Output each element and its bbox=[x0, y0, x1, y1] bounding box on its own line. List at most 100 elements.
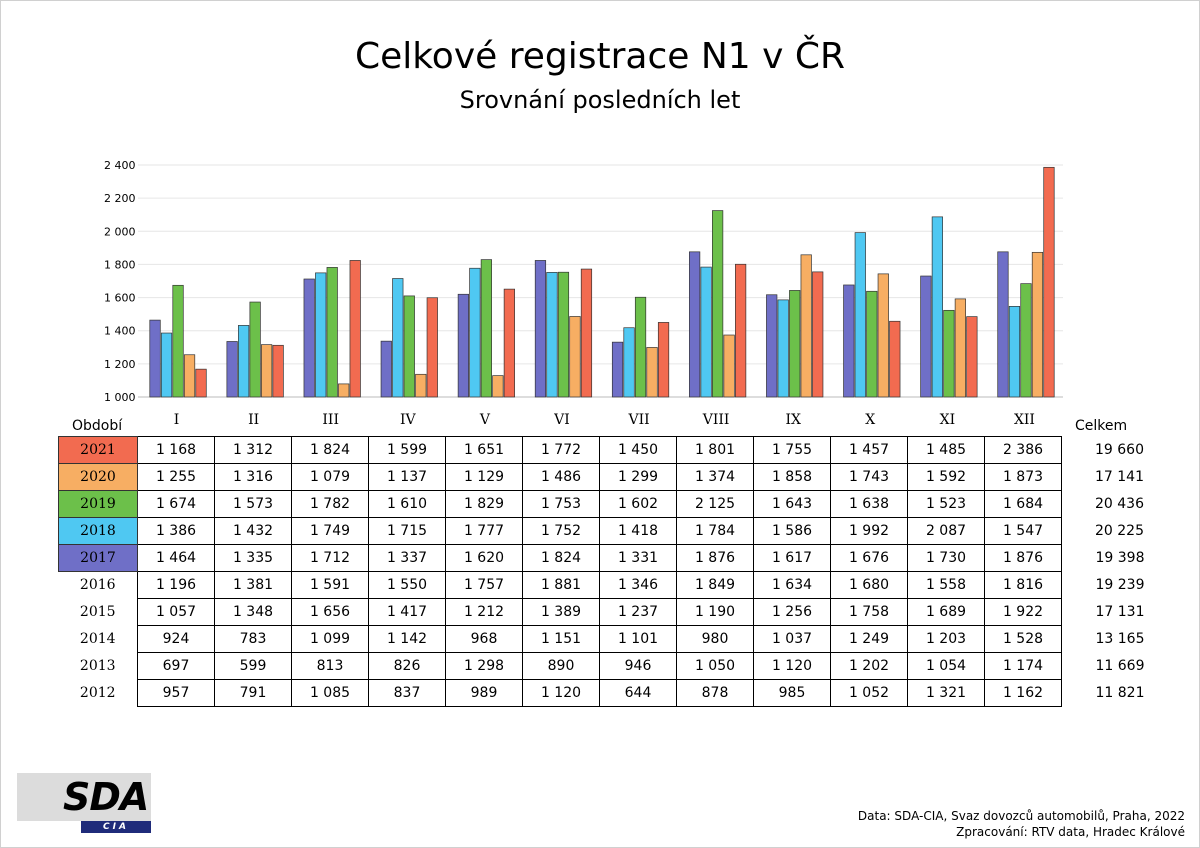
table-cell: 1 298 bbox=[445, 652, 523, 680]
table-row: 2013 697 599 813 826 1 298 890 946 1 050 1 120 1 2… bbox=[59, 652, 1151, 680]
bar-2017-X bbox=[843, 284, 855, 398]
bar-2019-I bbox=[172, 284, 184, 398]
table-cell: 599 bbox=[214, 652, 292, 680]
row-total: 17 141 bbox=[1095, 469, 1144, 485]
table-cell: 1 757 bbox=[445, 571, 523, 599]
table-cell: 1 120 bbox=[522, 679, 600, 707]
table-cell: 1 256 bbox=[753, 598, 831, 626]
table-cell: 1 550 bbox=[368, 571, 446, 599]
table-cell: 890 bbox=[522, 652, 600, 680]
bar-2017-I bbox=[149, 319, 161, 398]
x-tick-label: IV bbox=[400, 412, 417, 428]
table-cell: 1 758 bbox=[830, 598, 908, 626]
row-total: 11 821 bbox=[1095, 685, 1145, 701]
bar-2017-III bbox=[303, 278, 315, 398]
table-cell: 1 730 bbox=[907, 544, 985, 572]
table-cell: 1 634 bbox=[753, 571, 831, 599]
table-cell: 1 777 bbox=[445, 517, 523, 545]
table-row: 2012 957 791 1 085 837 989 1 120 644 878 985 1 052… bbox=[59, 679, 1151, 707]
bar-2019-V bbox=[480, 259, 492, 398]
bar-2021-VI bbox=[580, 268, 593, 398]
bar-2019-IX bbox=[789, 290, 801, 398]
table-cell: 2 386 bbox=[984, 436, 1062, 464]
table-cell: 1 743 bbox=[830, 463, 908, 491]
x-tick-label: X bbox=[865, 412, 875, 428]
y-tick-label: 1 000 bbox=[104, 391, 136, 404]
table-row: 2016 1 196 1 381 1 591 1 550 1 757 1 881 1 346 1… bbox=[59, 571, 1151, 599]
row-total: 13 165 bbox=[1095, 631, 1145, 647]
table-cell: 1 202 bbox=[830, 652, 908, 680]
source-note: Data: SDA-CIA, Svaz dovozců automobilů, … bbox=[858, 808, 1185, 840]
row-total: 17 131 bbox=[1095, 604, 1145, 620]
table-cell: 989 bbox=[445, 679, 523, 707]
bar-2021-I bbox=[195, 368, 207, 398]
bar-2020-IV bbox=[415, 373, 427, 398]
table-cell: 1 689 bbox=[907, 598, 985, 626]
table-cell: 1 676 bbox=[830, 544, 908, 572]
bar-2017-V bbox=[457, 293, 469, 398]
table-cell: 2 087 bbox=[907, 517, 985, 545]
table-cell: 1 381 bbox=[214, 571, 292, 599]
table-cell: 1 523 bbox=[907, 490, 985, 518]
table-cell: 1 782 bbox=[291, 490, 369, 518]
y-tick-label: 1 200 bbox=[104, 358, 136, 371]
row-year: 2020 bbox=[58, 463, 138, 491]
table-cell: 1 684 bbox=[984, 490, 1062, 518]
bar-2019-XI bbox=[943, 309, 955, 398]
table-cell: 1 196 bbox=[137, 571, 215, 599]
source-line-2: Zpracování: RTV data, Hradec Králové bbox=[956, 825, 1185, 839]
x-tick-label: VI bbox=[553, 412, 570, 428]
bar-2020-I bbox=[183, 354, 196, 398]
table-cell: 1 992 bbox=[830, 517, 908, 545]
table-cell: 1 321 bbox=[907, 679, 985, 707]
bar-2017-IV bbox=[380, 340, 392, 398]
table-cell: 1 085 bbox=[291, 679, 369, 707]
table-cell: 697 bbox=[137, 652, 215, 680]
bar-2019-II bbox=[249, 301, 261, 398]
x-tick-label: V bbox=[479, 412, 491, 428]
source-line-1: Data: SDA-CIA, Svaz dovozců automobilů, … bbox=[857, 809, 1185, 823]
table-cell: 1 374 bbox=[676, 463, 754, 491]
table-row: 2019 1 674 1 573 1 782 1 610 1 829 1 753 1 602 2… bbox=[58, 490, 1151, 518]
logo-block: SDA bbox=[17, 773, 151, 821]
table-cell: 1 485 bbox=[907, 436, 985, 464]
table-cell: 1 784 bbox=[676, 517, 754, 545]
table-cell: 1 389 bbox=[522, 598, 600, 626]
bar-2021-X bbox=[889, 320, 901, 398]
bar-2019-VI bbox=[557, 271, 570, 398]
bar-2020-VI bbox=[569, 316, 581, 398]
x-tick-label: I bbox=[174, 412, 180, 428]
table-cell: 1 203 bbox=[907, 625, 985, 653]
table-cell: 1 054 bbox=[907, 652, 985, 680]
table-cell: 1 174 bbox=[984, 652, 1062, 680]
bar-chart: 1 000 1 200 1 400 1 600 1 800 2 000 2 200 2 400… bbox=[104, 159, 1063, 428]
logo-text: SDA bbox=[63, 775, 149, 819]
row-total: 11 669 bbox=[1095, 658, 1145, 674]
table-cell: 1 829 bbox=[445, 490, 523, 518]
row-year: 2021 bbox=[58, 436, 138, 464]
table-cell: 1 772 bbox=[522, 436, 600, 464]
table-cell: 1 599 bbox=[368, 436, 446, 464]
bar-2021-VII bbox=[657, 322, 670, 398]
bar-2021-II bbox=[272, 344, 284, 398]
table-cell: 1 610 bbox=[368, 490, 446, 518]
table-cell: 1 876 bbox=[676, 544, 754, 572]
bar-2021-IV bbox=[426, 297, 438, 398]
table-cell: 1 099 bbox=[291, 625, 369, 653]
table-row: 2014 924 783 1 099 1 142 968 1 151 1 101 980 1 03… bbox=[59, 625, 1151, 653]
sda-cia-logo: SDA CIA bbox=[17, 773, 151, 833]
bar-2017-VIII bbox=[689, 251, 701, 398]
bar-2018-VII bbox=[623, 327, 635, 398]
table-cell: 1 712 bbox=[291, 544, 369, 572]
x-tick-label: XI bbox=[940, 412, 956, 428]
y-tick-label: 2 400 bbox=[104, 159, 136, 172]
table-cell: 1 212 bbox=[445, 598, 523, 626]
bar-2017-VII bbox=[611, 341, 624, 398]
table-cell: 791 bbox=[214, 679, 292, 707]
period-label: Období bbox=[72, 418, 123, 434]
bar-2018-XII bbox=[1008, 306, 1021, 398]
table-cell: 1 602 bbox=[599, 490, 677, 518]
table-row: 2017 1 464 1 335 1 712 1 337 1 620 1 824 1 331 1… bbox=[58, 544, 1151, 572]
table-cell: 1 755 bbox=[753, 436, 831, 464]
row-year: 2016 bbox=[79, 577, 116, 594]
